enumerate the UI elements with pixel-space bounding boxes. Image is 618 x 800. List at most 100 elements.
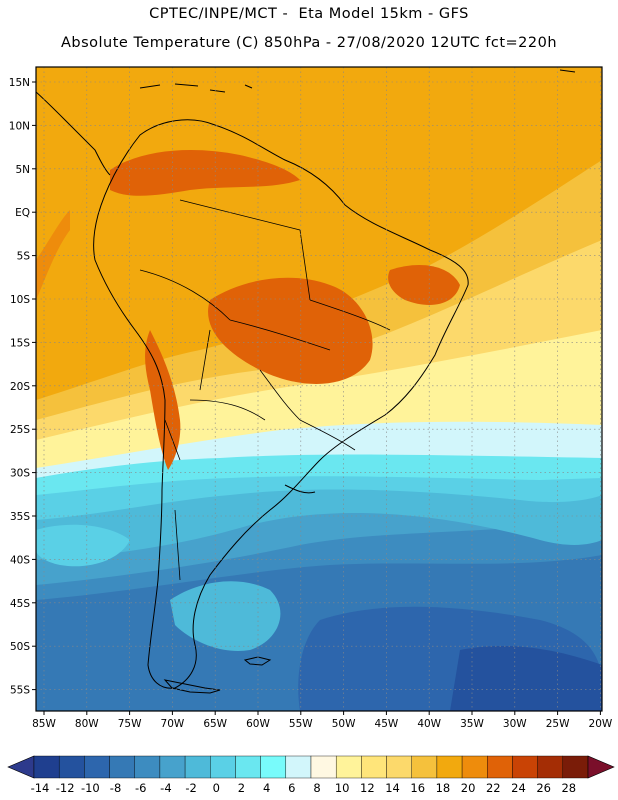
colorbar-swatch — [386, 755, 412, 779]
lat-label: 20S — [10, 381, 30, 393]
lat-label: 5S — [17, 251, 31, 263]
colorbar-swatch — [33, 755, 60, 779]
colorbar-label: -8 — [110, 781, 121, 795]
lat-label: 10S — [10, 294, 30, 306]
colorbar-under-triangle — [7, 755, 35, 779]
colorbar-label: 6 — [288, 781, 295, 795]
lat-label: 5N — [15, 164, 30, 176]
colorbar-swatch — [134, 755, 161, 779]
colorbar-label: -14 — [31, 781, 50, 795]
colorbar-label: 26 — [536, 781, 551, 795]
lon-label: 85W — [32, 718, 56, 730]
caribbean-islands — [139, 69, 576, 93]
colorbar-labels: -14 -12 -10 -8 -6 -4 -2 0 2 4 6 8 10 12 14 16 18 20 22 24 26… — [31, 781, 577, 795]
map-subtitle: Absolute Temperature (C) 850hPa - 27/08/… — [60, 35, 558, 51]
lon-label: 70W — [161, 718, 185, 730]
band-18-ocean — [36, 210, 70, 300]
warm-core-andes — [145, 330, 181, 470]
lat-label: 40S — [10, 554, 30, 566]
longitude-labels: 85W 80W 75W 70W 65W 60W 55W 50W 45W 40W 35W 30W 25W 2… — [32, 711, 613, 730]
colorbar-over-triangle — [587, 755, 615, 779]
colorbar-swatch — [109, 755, 135, 779]
colorbar-label: -4 — [160, 781, 171, 795]
lon-label: 45W — [375, 718, 399, 730]
colorbar-label: 16 — [410, 781, 425, 795]
colorbar-label: -2 — [185, 781, 196, 795]
lon-label: 30W — [503, 718, 527, 730]
colorbar-swatch — [58, 755, 85, 779]
cool-patch-west — [36, 524, 130, 567]
lat-label: 35S — [10, 511, 30, 523]
lat-label: EQ — [15, 207, 30, 219]
colorbar-swatch — [562, 755, 589, 779]
colorbar-swatch — [512, 755, 538, 779]
warm-core-central-brazil — [208, 277, 373, 384]
colorbar-swatch — [411, 755, 438, 779]
colorbar-label: 20 — [461, 781, 476, 795]
colorbar-swatch — [461, 755, 488, 779]
grid-lines — [36, 67, 602, 711]
colorbar-label: 22 — [486, 781, 501, 795]
lat-label: 15S — [10, 337, 30, 349]
colorbar-swatch — [210, 755, 236, 779]
lon-label: 55W — [289, 718, 313, 730]
map-title: CPTEC/INPE/MCT - Eta Model 15km - GFS — [149, 6, 469, 22]
colorbar-swatch — [260, 755, 287, 779]
falkland-islands — [243, 656, 272, 666]
colorbar-label: -12 — [56, 781, 75, 795]
colorbar-label: 4 — [263, 781, 270, 795]
colorbar-label: -6 — [135, 781, 146, 795]
colorbar-label: 18 — [436, 781, 451, 795]
cool-patch-patagonia — [170, 581, 281, 651]
map-frame — [35, 66, 603, 712]
lon-label: 40W — [417, 718, 441, 730]
colorbar-swatch — [335, 755, 362, 779]
colorbar — [7, 755, 615, 779]
colorbar-label: 14 — [385, 781, 400, 795]
colorbar-label: 0 — [213, 781, 220, 795]
colorbar-label: 12 — [360, 781, 375, 795]
lat-label: 55S — [10, 685, 30, 697]
cool-patch-deep — [450, 645, 602, 711]
colorbar-label: 10 — [335, 781, 350, 795]
colorbar-swatch — [361, 755, 387, 779]
country-borders — [139, 199, 391, 581]
colorbar-swatch — [436, 755, 463, 779]
colorbar-swatch — [84, 755, 110, 779]
colorbar-label: 24 — [511, 781, 526, 795]
lon-label: 65W — [203, 718, 227, 730]
latitude-labels: 15N 10N 5N EQ 5S 10S 15S 20S 25S 30S 35S 40S 45S 50S 5… — [9, 77, 36, 697]
lat-label: 10N — [9, 120, 30, 132]
south-america-coastline — [93, 119, 469, 689]
lat-label: 25S — [10, 424, 30, 436]
lat-label: 30S — [10, 468, 30, 480]
river-plate — [284, 484, 316, 494]
colorbar-label: 28 — [561, 781, 576, 795]
lat-label: 50S — [10, 641, 30, 653]
lat-label: 45S — [10, 598, 30, 610]
colorbar-swatch — [235, 755, 261, 779]
colorbar-label: 2 — [238, 781, 245, 795]
central-america-coastline — [36, 91, 111, 176]
lon-label: 20W — [589, 718, 613, 730]
lon-label: 80W — [75, 718, 99, 730]
colorbar-label: -10 — [81, 781, 100, 795]
warm-core-venezuela — [110, 150, 300, 196]
band-16 — [36, 67, 602, 400]
colorbar-swatch — [159, 755, 186, 779]
lon-label: 50W — [332, 718, 356, 730]
colorbar-swatch — [285, 755, 312, 779]
colorbar-label: 8 — [313, 781, 320, 795]
lon-label: 35W — [460, 718, 484, 730]
lon-label: 75W — [118, 718, 142, 730]
colorbar-swatch — [310, 755, 337, 779]
tierra-del-fuego — [163, 679, 221, 694]
colorbar-swatch — [487, 755, 513, 779]
warm-core-northeast — [388, 265, 460, 305]
colorbar-swatch — [537, 755, 564, 779]
lon-label: 25W — [546, 718, 570, 730]
lon-label: 60W — [246, 718, 270, 730]
colorbar-swatch — [184, 755, 211, 779]
lat-label: 15N — [9, 77, 30, 89]
